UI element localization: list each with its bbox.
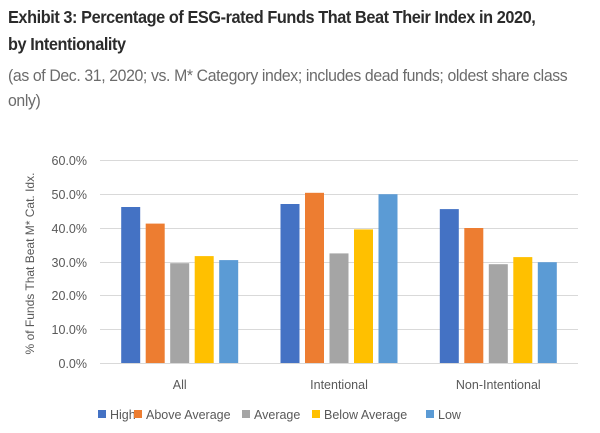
legend-swatch: [426, 410, 434, 418]
legend-item: Below Average: [312, 408, 407, 422]
legend-label: Below Average: [324, 408, 407, 422]
y-tick-label: 0.0%: [59, 357, 88, 371]
bar-average-all: [170, 263, 190, 363]
legend: High Above Average Average Below Average Low: [98, 408, 462, 422]
y-tick-label: 20.0%: [52, 289, 87, 303]
legend-label: Average: [254, 408, 300, 422]
x-category-label: All: [173, 378, 187, 392]
y-tick-label: 40.0%: [52, 222, 87, 236]
y-tick-label: 30.0%: [52, 256, 87, 270]
bar-low-all: [219, 260, 239, 363]
bar-high-non-intentional: [439, 209, 459, 363]
bar-high-all: [121, 207, 141, 363]
legend-item: Low: [426, 408, 462, 422]
bar-low-intentional: [378, 194, 398, 363]
legend-item: High: [98, 408, 136, 422]
y-tick-label: 10.0%: [52, 323, 87, 337]
bar-below-average-non-intentional: [513, 257, 533, 363]
chart-title: Exhibit 3: Percentage of ESG-rated Funds…: [8, 7, 536, 54]
y-tick-label: 50.0%: [52, 188, 87, 202]
bar-above-average-intentional: [305, 192, 324, 363]
bar-low-non-intentional: [537, 262, 557, 363]
x-category-label: Intentional: [310, 378, 368, 392]
legend-item: Above Average: [134, 408, 231, 422]
y-axis-ticks: 0.0% 10.0% 20.0% 30.0% 40.0% 50.0% 60.0%: [52, 154, 87, 371]
x-axis-categories: All Intentional Non-Intentional: [173, 378, 541, 392]
y-axis-label: % of Funds That Beat M* Cat. Idx.: [23, 173, 37, 355]
legend-label: Above Average: [146, 408, 231, 422]
legend-swatch: [98, 410, 106, 418]
bar-high-intentional: [280, 204, 300, 363]
bar-below-average-all: [194, 256, 214, 363]
y-tick-label: 60.0%: [52, 154, 87, 168]
bar-above-average-non-intentional: [464, 228, 484, 363]
chart-subtitle: (as of Dec. 31, 2020; vs. M* Category in…: [8, 66, 568, 110]
legend-label: Low: [438, 408, 462, 422]
x-category-label: Non-Intentional: [456, 378, 541, 392]
legend-label: High: [110, 408, 136, 422]
bars: [121, 192, 557, 363]
legend-swatch: [242, 410, 250, 418]
bar-average-intentional: [329, 253, 349, 363]
legend-item: Average: [242, 408, 300, 422]
legend-swatch: [312, 410, 320, 418]
bar-average-non-intentional: [488, 264, 508, 363]
bar-above-average-all: [145, 223, 165, 363]
bar-below-average-intentional: [354, 229, 373, 363]
legend-swatch: [134, 410, 142, 418]
